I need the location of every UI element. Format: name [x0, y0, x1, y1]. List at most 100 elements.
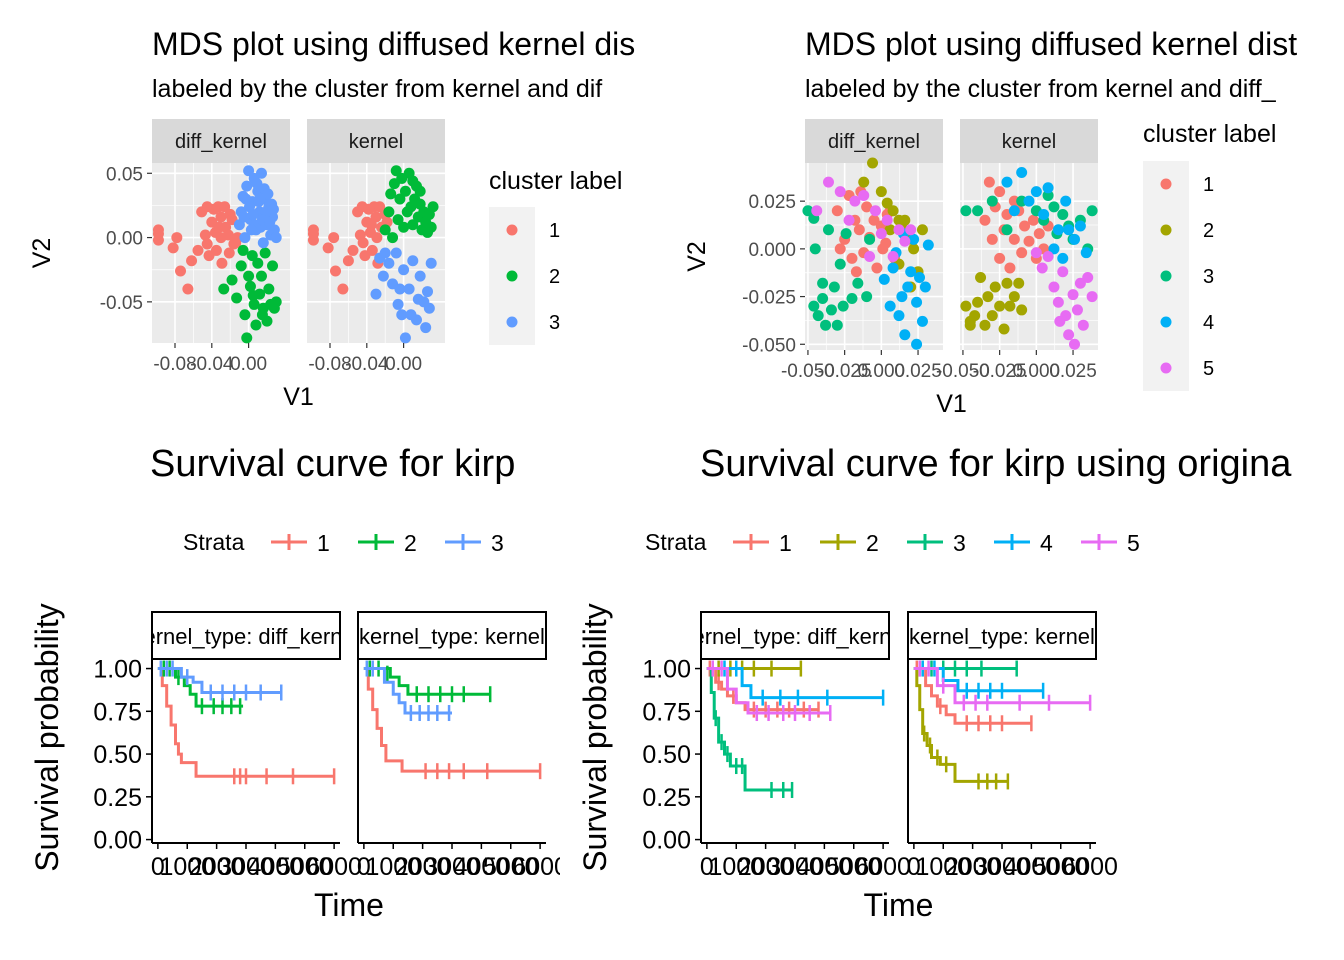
- data-point-cluster-5: [1067, 289, 1079, 301]
- data-point-cluster-4: [1001, 176, 1013, 188]
- data-point-cluster-3: [861, 291, 873, 303]
- data-point-cluster-3: [802, 205, 814, 217]
- legend-label: 4: [1203, 312, 1214, 334]
- x-tick-label: 0: [907, 853, 921, 881]
- data-point-cluster-3: [267, 203, 279, 215]
- data-point-cluster-1: [337, 283, 349, 295]
- data-point-cluster-2: [387, 232, 399, 244]
- x-tick-label: 3000: [767, 853, 823, 881]
- data-point-cluster-2: [226, 274, 238, 286]
- x-tick-label: -0.050: [781, 361, 835, 382]
- chart-title: Survival curve for kirp: [150, 443, 515, 485]
- x-tick-label: -0.04: [345, 354, 389, 375]
- chart-title: MDS plot using diffused kernel dis: [152, 26, 635, 62]
- legend-label: 1: [779, 530, 792, 556]
- data-point-cluster-4: [908, 233, 920, 245]
- data-point-cluster-2: [858, 176, 870, 188]
- data-point-cluster-2: [425, 221, 437, 233]
- data-point-cluster-2: [908, 243, 920, 255]
- data-point-cluster-3: [257, 237, 269, 249]
- data-point-cluster-1: [877, 243, 889, 255]
- data-point-cluster-2: [884, 224, 896, 236]
- data-point-cluster-1: [983, 176, 995, 188]
- data-point-cluster-2: [244, 280, 256, 292]
- panel-background: [960, 163, 1098, 350]
- x-tick-label: -0.08: [153, 354, 196, 375]
- data-point-cluster-5: [849, 195, 861, 207]
- legend-key-4: [1160, 316, 1172, 328]
- data-point-cluster-5: [1069, 338, 1081, 350]
- facet-label: diff_kernel: [175, 131, 267, 153]
- data-point-cluster-2: [407, 219, 419, 231]
- y-axis-label: V2: [683, 241, 711, 272]
- facet-strip: [152, 119, 290, 163]
- data-point-cluster-2: [241, 332, 253, 344]
- data-point-cluster-1: [986, 233, 998, 245]
- data-point-cluster-2: [398, 221, 410, 233]
- data-point-cluster-2: [1001, 277, 1013, 289]
- legend-label: 2: [549, 266, 560, 288]
- y-tick-label: -0.025: [742, 288, 796, 309]
- data-point-cluster-3: [238, 211, 250, 223]
- data-point-cluster-3: [846, 292, 858, 304]
- data-point-cluster-2: [250, 319, 262, 331]
- data-point-cluster-4: [1048, 243, 1060, 255]
- data-point-cluster-1: [1027, 214, 1039, 226]
- x-tick-label: 5000: [483, 853, 539, 881]
- data-point-cluster-2: [964, 315, 976, 327]
- data-point-cluster-3: [831, 319, 843, 331]
- legend-key-2: [506, 270, 518, 282]
- data-point-cluster-3: [820, 319, 832, 331]
- data-point-cluster-3: [396, 309, 408, 321]
- data-point-cluster-2: [899, 214, 911, 226]
- data-point-cluster-5: [822, 176, 834, 188]
- x-tick-label: -0.025: [973, 361, 1027, 382]
- data-point-cluster-1: [215, 211, 227, 223]
- y-tick-label: 0.75: [642, 698, 691, 726]
- x-tick-label: 2000: [738, 853, 794, 881]
- data-point-cluster-2: [243, 270, 255, 282]
- data-point-cluster-2: [256, 309, 268, 321]
- data-point-cluster-3: [864, 233, 876, 245]
- data-point-cluster-3: [414, 270, 426, 282]
- data-point-cluster-5: [905, 224, 917, 236]
- x-tick-label: 0.00: [385, 354, 422, 375]
- data-point-cluster-4: [896, 291, 908, 303]
- data-point-cluster-5: [1042, 251, 1054, 262]
- data-point-cluster-4: [1057, 252, 1069, 264]
- data-point-cluster-5: [893, 224, 905, 236]
- y-tick-label: 0.50: [93, 741, 142, 769]
- data-point-cluster-5: [864, 251, 876, 262]
- x-tick-label: 3000: [218, 853, 274, 881]
- survival-curve-5: [706, 667, 831, 715]
- data-point-cluster-1: [171, 232, 183, 244]
- data-point-cluster-3: [812, 310, 824, 322]
- x-tick-label: 1000: [915, 853, 971, 881]
- y-tick-label: 0.05: [106, 164, 143, 185]
- data-point-cluster-2: [427, 201, 439, 213]
- survival-curve-1: [913, 667, 1032, 725]
- data-point-cluster-2: [989, 281, 1001, 293]
- x-tick-label: 0.025: [1049, 361, 1097, 382]
- data-point-cluster-1: [328, 232, 340, 244]
- data-point-cluster-5: [887, 251, 899, 262]
- data-point-cluster-5: [811, 205, 823, 217]
- data-point-cluster-1: [182, 283, 194, 295]
- data-point-cluster-4: [1016, 167, 1028, 179]
- data-point-cluster-2: [390, 165, 402, 177]
- legend-label: 2: [1203, 220, 1214, 242]
- data-point-cluster-3: [986, 195, 998, 207]
- data-point-cluster-1: [1033, 228, 1045, 240]
- data-point-cluster-2: [407, 175, 419, 187]
- x-tick-label: -0.08: [308, 354, 351, 375]
- data-point-cluster-1: [201, 238, 213, 250]
- x-tick-label: 0: [700, 853, 714, 881]
- mds-plot-5-clusters: MDS plot using diffused kernel dist label…: [683, 26, 1297, 418]
- data-point-cluster-4: [884, 300, 896, 312]
- x-tick-label: 0.025: [894, 361, 942, 382]
- data-point-cluster-4: [1030, 186, 1042, 198]
- y-tick-label: 1.00: [93, 656, 142, 684]
- data-point-cluster-3: [264, 216, 276, 228]
- y-tick-label: 1.00: [642, 656, 691, 684]
- x-tick-label: 3000: [974, 853, 1030, 881]
